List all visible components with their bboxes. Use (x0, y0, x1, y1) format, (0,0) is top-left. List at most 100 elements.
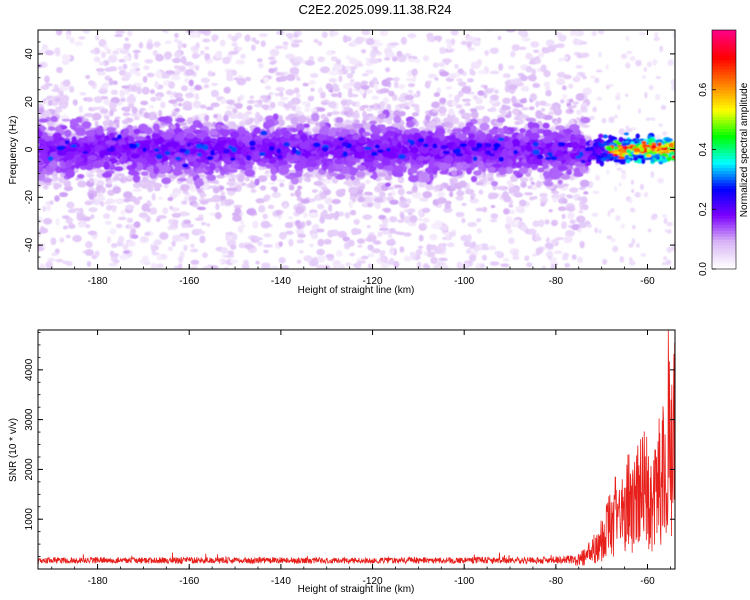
spectrogram-cell (67, 208, 77, 214)
spectrogram-cell (449, 179, 456, 187)
spectrogram-cell (487, 177, 495, 182)
spectrogram-cell (188, 79, 194, 87)
spectrogram-cell (534, 233, 540, 237)
spectrogram-cell (249, 95, 255, 100)
spectrogram-cell (143, 112, 150, 119)
spectrogram-cell (488, 128, 499, 135)
spectrogram-cell (506, 179, 513, 186)
spectrogram-cell (125, 204, 135, 210)
spectrogram-cell (177, 102, 183, 107)
spectrogram-cell (507, 209, 516, 215)
spectrogram-cell (246, 99, 256, 104)
spectrogram-cell (352, 263, 362, 268)
spectrogram-cell (321, 31, 328, 39)
spectrogram-cell (229, 174, 237, 179)
spectrogram-cell (178, 263, 183, 269)
spectrogram-cell (244, 169, 256, 177)
spectrogram-cell (222, 56, 231, 65)
spectrogram-cell (258, 205, 266, 213)
spectrogram-cell (177, 177, 187, 182)
spectrogram-cell (613, 186, 618, 192)
spectrogram-cell (348, 108, 354, 116)
spectrogram-cell (661, 262, 668, 266)
spectrogram-cell (268, 91, 274, 96)
spectrogram-cell (332, 86, 341, 93)
spectrogram-cell (470, 61, 481, 69)
spectrogram-cell (407, 83, 415, 88)
spectrogram-cell (54, 182, 59, 190)
spectrogram-cell (165, 70, 175, 75)
spectrogram-cell (254, 178, 260, 186)
spectrogram-cell (448, 93, 454, 99)
spectrogram-cell (250, 188, 257, 193)
spectrogram-cell (106, 236, 112, 244)
spectrogram-cell (380, 30, 388, 37)
spectrogram-cell (112, 259, 120, 264)
spectrogram-cell (254, 40, 260, 45)
spectrogram-cell (77, 174, 85, 179)
spectrogram-cell (38, 244, 43, 251)
spectrogram-cell (320, 114, 327, 120)
spectrogram-cell (126, 217, 134, 224)
spectrogram-cell (214, 167, 220, 173)
spectrogram-cell (379, 88, 390, 94)
spectrogram-cell (621, 170, 626, 174)
spectrogram-cell (82, 30, 91, 34)
spectrogram-cell (494, 250, 504, 256)
spectrogram-cell (520, 85, 530, 92)
spectrogram-cell (425, 183, 434, 191)
spectrogram-cell (419, 197, 429, 202)
spectrogram-cell (262, 104, 270, 111)
spectrogram-cell (98, 39, 107, 47)
spectrogram-cell (330, 31, 339, 36)
spectrogram-cell (182, 190, 189, 195)
spectrogram-cell (580, 52, 590, 58)
spectrogram-cell (167, 196, 174, 202)
spectrogram-cell (204, 83, 210, 89)
spectrogram-cell (150, 89, 155, 95)
spectrogram-cell (173, 38, 179, 43)
spectrogram-cell (62, 260, 70, 265)
spectrogram-cell (369, 120, 378, 125)
spectrogram-cell (245, 111, 253, 115)
spectrogram-cell (372, 77, 378, 84)
spectrogram-cell (367, 69, 374, 75)
spectrogram-cell (665, 259, 672, 266)
spectrogram-cell (461, 112, 472, 119)
spectrogram-cell (350, 94, 359, 98)
spectrogram-cell (393, 81, 399, 89)
spectrogram-cell (146, 207, 151, 213)
spectrogram-cell (254, 237, 264, 241)
spectrogram-cell (183, 61, 194, 66)
spectrogram-cell (399, 125, 405, 130)
spectrogram-cell (438, 112, 447, 117)
spectrogram-cell (372, 46, 378, 51)
spectrogram-cell (625, 62, 631, 69)
spectrogram-cell (237, 46, 243, 51)
spectrogram-cell (654, 93, 661, 101)
spectrogram-cell (94, 250, 100, 257)
spectrogram-cell (571, 254, 577, 260)
spectrogram-cell (42, 217, 53, 225)
spectrogram-cell (66, 201, 75, 209)
spectrogram-cell (418, 217, 423, 222)
spectrogram-cell (268, 56, 276, 61)
spectrogram-cell (579, 240, 585, 249)
spectrogram-cell (345, 262, 352, 267)
spectrogram-cell (515, 162, 522, 168)
spectrogram-cell (452, 72, 461, 77)
spectrogram-cell (74, 41, 83, 47)
spectrogram-cell (519, 98, 527, 104)
spectrogram-cell (84, 200, 93, 206)
spectrogram-cell (403, 232, 412, 237)
spectrogram-cell (231, 35, 238, 42)
spectrogram-cell (520, 181, 527, 188)
spectrogram-cell (393, 260, 400, 268)
spectrogram-cell (120, 209, 126, 216)
spectrogram-cell (340, 99, 348, 106)
spectrogram-cell (666, 221, 673, 227)
spectrogram-cell (539, 192, 548, 198)
spectrogram-cell (285, 74, 296, 82)
spectrogram-cell (119, 49, 130, 55)
